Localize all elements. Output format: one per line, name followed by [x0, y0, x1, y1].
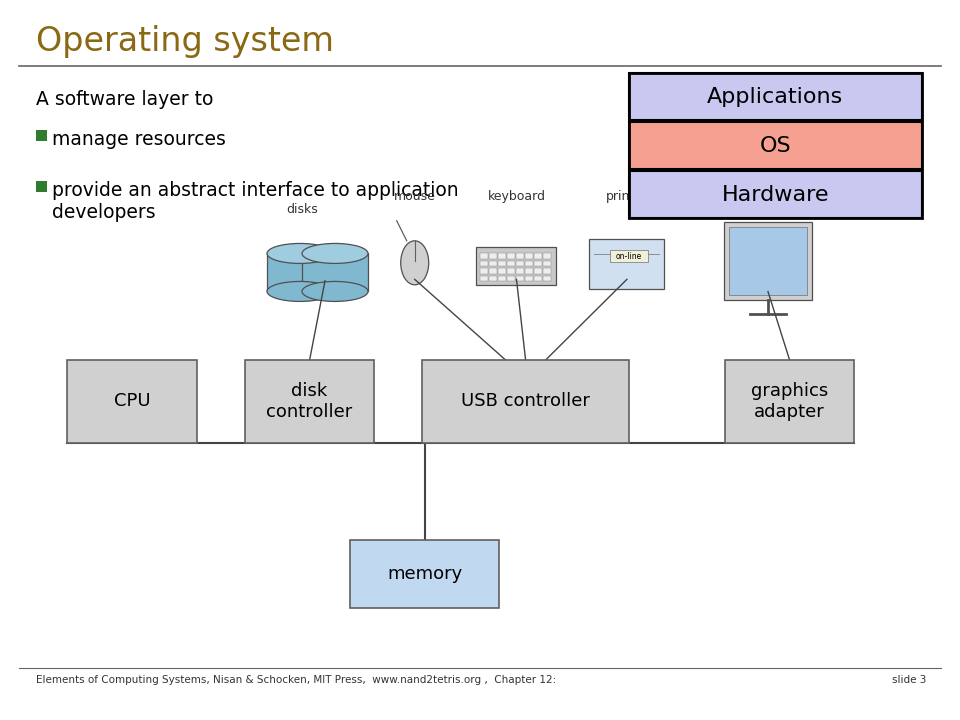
- Bar: [476, 248, 557, 285]
- Bar: [629, 122, 922, 169]
- Bar: [724, 222, 812, 300]
- Bar: [516, 269, 524, 274]
- Text: Hardware: Hardware: [722, 185, 828, 204]
- Bar: [67, 360, 197, 443]
- Text: manage resources: manage resources: [53, 130, 227, 148]
- Bar: [481, 253, 488, 259]
- Bar: [350, 540, 499, 608]
- Bar: [516, 253, 524, 259]
- Polygon shape: [302, 253, 368, 292]
- Text: Elements of Computing Systems, Nisan & Schocken, MIT Press,  www.nand2tetris.org: Elements of Computing Systems, Nisan & S…: [36, 675, 560, 685]
- Bar: [481, 276, 488, 282]
- Bar: [543, 261, 551, 266]
- Text: CPU: CPU: [113, 392, 151, 410]
- Bar: [610, 251, 648, 262]
- Text: USB controller: USB controller: [461, 392, 590, 410]
- Bar: [629, 73, 922, 120]
- Text: Applications: Applications: [708, 87, 843, 107]
- Bar: [490, 261, 497, 266]
- Bar: [525, 253, 533, 259]
- Bar: [543, 253, 551, 259]
- Bar: [490, 269, 497, 274]
- Text: Operating system: Operating system: [36, 25, 334, 58]
- Ellipse shape: [267, 243, 333, 264]
- Text: monitor: monitor: [744, 190, 792, 203]
- Bar: [525, 269, 533, 274]
- Text: disk
controller: disk controller: [267, 382, 352, 420]
- Bar: [729, 227, 807, 294]
- Bar: [589, 239, 664, 289]
- Bar: [508, 276, 515, 282]
- Bar: [245, 360, 374, 443]
- Text: slide 3: slide 3: [892, 675, 926, 685]
- Bar: [725, 360, 854, 443]
- Bar: [508, 253, 515, 259]
- Polygon shape: [267, 253, 333, 292]
- Bar: [422, 360, 629, 443]
- Bar: [535, 253, 542, 259]
- Bar: [498, 276, 506, 282]
- Bar: [498, 253, 506, 259]
- Text: on-line: on-line: [615, 252, 642, 261]
- Text: A software layer to: A software layer to: [36, 90, 214, 109]
- Ellipse shape: [302, 282, 368, 302]
- Text: provide an abstract interface to application
developers: provide an abstract interface to applica…: [53, 181, 459, 222]
- Ellipse shape: [400, 240, 429, 285]
- Bar: [498, 261, 506, 266]
- Text: printer: printer: [606, 190, 648, 203]
- Text: keyboard: keyboard: [488, 190, 545, 203]
- Bar: [36, 181, 47, 192]
- Ellipse shape: [267, 282, 333, 302]
- Bar: [481, 269, 488, 274]
- Bar: [543, 276, 551, 282]
- Bar: [498, 269, 506, 274]
- Bar: [508, 261, 515, 266]
- Bar: [543, 269, 551, 274]
- Text: disks: disks: [286, 203, 319, 216]
- Bar: [508, 269, 515, 274]
- Text: graphics
adapter: graphics adapter: [751, 382, 828, 420]
- Bar: [535, 261, 542, 266]
- Bar: [490, 253, 497, 259]
- Bar: [36, 130, 47, 140]
- Bar: [490, 276, 497, 282]
- Bar: [481, 261, 488, 266]
- Bar: [629, 171, 922, 218]
- Bar: [516, 261, 524, 266]
- Bar: [525, 261, 533, 266]
- Bar: [629, 73, 922, 218]
- Text: memory: memory: [387, 565, 463, 583]
- Bar: [535, 269, 542, 274]
- Bar: [516, 276, 524, 282]
- Text: OS: OS: [759, 136, 791, 156]
- Bar: [525, 276, 533, 282]
- Bar: [535, 276, 542, 282]
- Ellipse shape: [302, 243, 368, 264]
- Text: mouse: mouse: [394, 190, 436, 203]
